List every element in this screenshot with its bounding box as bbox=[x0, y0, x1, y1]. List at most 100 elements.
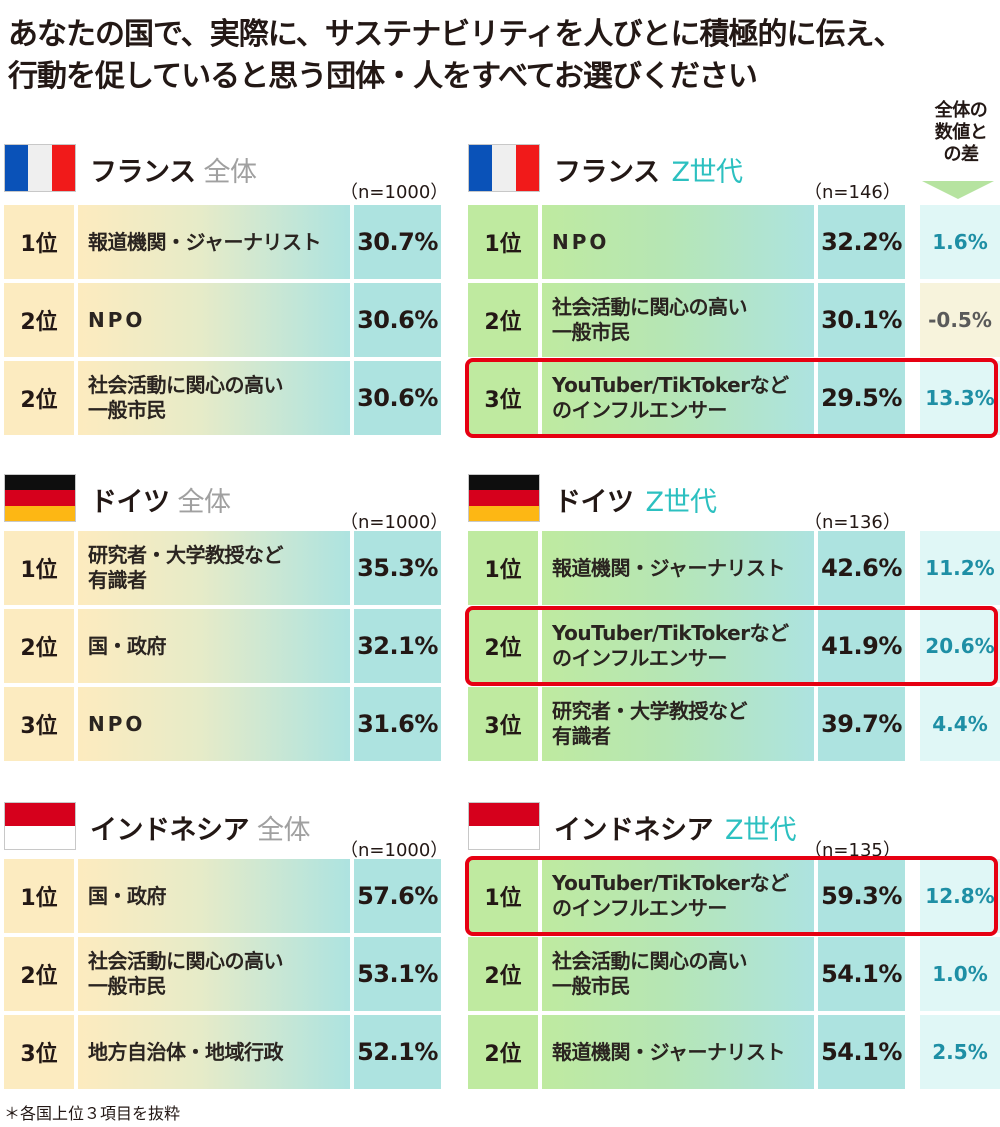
item-label: 社会活動に関心の高い 一般市民 bbox=[78, 361, 350, 435]
highlight-box bbox=[465, 358, 998, 438]
rank-cell: 1位 bbox=[468, 859, 538, 933]
percent-value: 32.1% bbox=[354, 609, 441, 683]
panel-title: ドイツ 全体 bbox=[90, 487, 231, 518]
flag-fr-icon bbox=[4, 144, 76, 192]
table-row: 2位 社会活動に関心の高い 一般市民 53.1% bbox=[4, 937, 441, 1011]
table-row: 2位 国・政府 32.1% bbox=[4, 609, 441, 683]
percent-value: 54.1% bbox=[818, 1015, 905, 1089]
rank-cell: 2位 bbox=[468, 609, 538, 683]
item-label: 国・政府 bbox=[78, 609, 350, 683]
rank-cell: 3位 bbox=[468, 687, 538, 761]
table-row: 1位 報道機関・ジャーナリスト 30.7% bbox=[4, 205, 441, 279]
panel-title: ドイツ Z世代 bbox=[554, 487, 717, 518]
rank-cell: 1位 bbox=[4, 531, 74, 605]
item-label: YouTuber/TikTokerなど のインフルエンサー bbox=[542, 609, 814, 683]
table-row: 3位 YouTuber/TikTokerなど のインフルエンサー 29.5% bbox=[468, 361, 905, 435]
diff-value: 20.6% bbox=[920, 609, 1000, 683]
table-row: 1位 国・政府 57.6% bbox=[4, 859, 441, 933]
flag-de-icon bbox=[4, 474, 76, 522]
rank-cell: 1位 bbox=[4, 205, 74, 279]
table-row: 2位 NPO 30.6% bbox=[4, 283, 441, 357]
table-row: 2位 社会活動に関心の高い 一般市民 54.1% bbox=[468, 937, 905, 1011]
table-row: 1位 研究者・大学教授など 有識者 35.3% bbox=[4, 531, 441, 605]
diff-value: 13.3% bbox=[920, 361, 1000, 435]
rank-cell: 2位 bbox=[468, 283, 538, 357]
sample-size: （n=136） bbox=[804, 512, 901, 533]
highlight-box bbox=[465, 856, 998, 936]
diff-value: 12.8% bbox=[920, 859, 1000, 933]
item-label: YouTuber/TikTokerなど のインフルエンサー bbox=[542, 361, 814, 435]
percent-value: 29.5% bbox=[818, 361, 905, 435]
rank-cell: 3位 bbox=[468, 361, 538, 435]
diff-value: 1.6% bbox=[920, 205, 1000, 279]
rank-cell: 2位 bbox=[468, 937, 538, 1011]
panel-title: インドネシア 全体 bbox=[90, 815, 311, 846]
item-label: 報道機関・ジャーナリスト bbox=[542, 1015, 814, 1089]
table-row: 1位 YouTuber/TikTokerなど のインフルエンサー 59.3% bbox=[468, 859, 905, 933]
percent-value: 57.6% bbox=[354, 859, 441, 933]
item-label: 報道機関・ジャーナリスト bbox=[78, 205, 350, 279]
item-label: NPO bbox=[78, 283, 350, 357]
rank-cell: 1位 bbox=[468, 205, 538, 279]
table-row: 2位 報道機関・ジャーナリスト 54.1% bbox=[468, 1015, 905, 1089]
sample-size: （n=146） bbox=[804, 182, 901, 203]
table-row: 1位 NPO 32.2% bbox=[468, 205, 905, 279]
sample-size: （n=1000） bbox=[340, 512, 449, 533]
diff-value: -0.5% bbox=[920, 283, 1000, 357]
rank-cell: 1位 bbox=[4, 859, 74, 933]
rank-cell: 3位 bbox=[4, 1015, 74, 1089]
percent-value: 39.7% bbox=[818, 687, 905, 761]
diff-value: 1.0% bbox=[920, 937, 1000, 1011]
highlight-box bbox=[465, 606, 998, 686]
sample-size: （n=1000） bbox=[340, 840, 449, 861]
rank-cell: 2位 bbox=[468, 1015, 538, 1089]
table-row: 3位 地方自治体・地域行政 52.1% bbox=[4, 1015, 441, 1089]
percent-value: 52.1% bbox=[354, 1015, 441, 1089]
item-label: 報道機関・ジャーナリスト bbox=[542, 531, 814, 605]
item-label: 国・政府 bbox=[78, 859, 350, 933]
panel-title: インドネシア Z世代 bbox=[554, 815, 797, 846]
table-row: 2位 社会活動に関心の高い 一般市民 30.6% bbox=[4, 361, 441, 435]
rank-cell: 3位 bbox=[4, 687, 74, 761]
diff-value: 4.4% bbox=[920, 687, 1000, 761]
sample-size: （n=135） bbox=[804, 840, 901, 861]
diff-value: 2.5% bbox=[920, 1015, 1000, 1089]
sample-size: （n=1000） bbox=[340, 182, 449, 203]
footnote: ＊各国上位３項目を抜粋 bbox=[4, 1104, 181, 1123]
rank-cell: 2位 bbox=[4, 937, 74, 1011]
rank-cell: 2位 bbox=[4, 283, 74, 357]
item-label: NPO bbox=[78, 687, 350, 761]
table-row: 2位 YouTuber/TikTokerなど のインフルエンサー 41.9% bbox=[468, 609, 905, 683]
rank-cell: 1位 bbox=[468, 531, 538, 605]
flag-id-icon bbox=[4, 802, 76, 850]
percent-value: 59.3% bbox=[818, 859, 905, 933]
percent-value: 54.1% bbox=[818, 937, 905, 1011]
percent-value: 30.6% bbox=[354, 361, 441, 435]
item-label: 社会活動に関心の高い 一般市民 bbox=[78, 937, 350, 1011]
table-row: 1位 報道機関・ジャーナリスト 42.6% bbox=[468, 531, 905, 605]
rank-cell: 2位 bbox=[4, 609, 74, 683]
percent-value: 30.6% bbox=[354, 283, 441, 357]
panel-title: フランス Z世代 bbox=[554, 157, 743, 188]
item-label: 地方自治体・地域行政 bbox=[78, 1015, 350, 1089]
rank-cell: 2位 bbox=[4, 361, 74, 435]
percent-value: 32.2% bbox=[818, 205, 905, 279]
item-label: 社会活動に関心の高い 一般市民 bbox=[542, 283, 814, 357]
table-row: 2位 社会活動に関心の高い 一般市民 30.1% bbox=[468, 283, 905, 357]
down-arrow-icon bbox=[922, 181, 994, 199]
question-title: あなたの国で、実際に、サステナビリティを人びとに積極的に伝え、 行動を促している… bbox=[8, 17, 904, 94]
item-label: 社会活動に関心の高い 一般市民 bbox=[542, 937, 814, 1011]
percent-value: 53.1% bbox=[354, 937, 441, 1011]
percent-value: 30.1% bbox=[818, 283, 905, 357]
flag-id-icon bbox=[468, 802, 540, 850]
flag-fr-icon bbox=[468, 144, 540, 192]
flag-de-icon bbox=[468, 474, 540, 522]
diff-column-header: 全体の 数値と の差 bbox=[934, 100, 988, 165]
table-row: 3位 NPO 31.6% bbox=[4, 687, 441, 761]
diff-value: 11.2% bbox=[920, 531, 1000, 605]
item-label: YouTuber/TikTokerなど のインフルエンサー bbox=[542, 859, 814, 933]
percent-value: 41.9% bbox=[818, 609, 905, 683]
percent-value: 30.7% bbox=[354, 205, 441, 279]
item-label: 研究者・大学教授など 有識者 bbox=[78, 531, 350, 605]
item-label: 研究者・大学教授など 有識者 bbox=[542, 687, 814, 761]
